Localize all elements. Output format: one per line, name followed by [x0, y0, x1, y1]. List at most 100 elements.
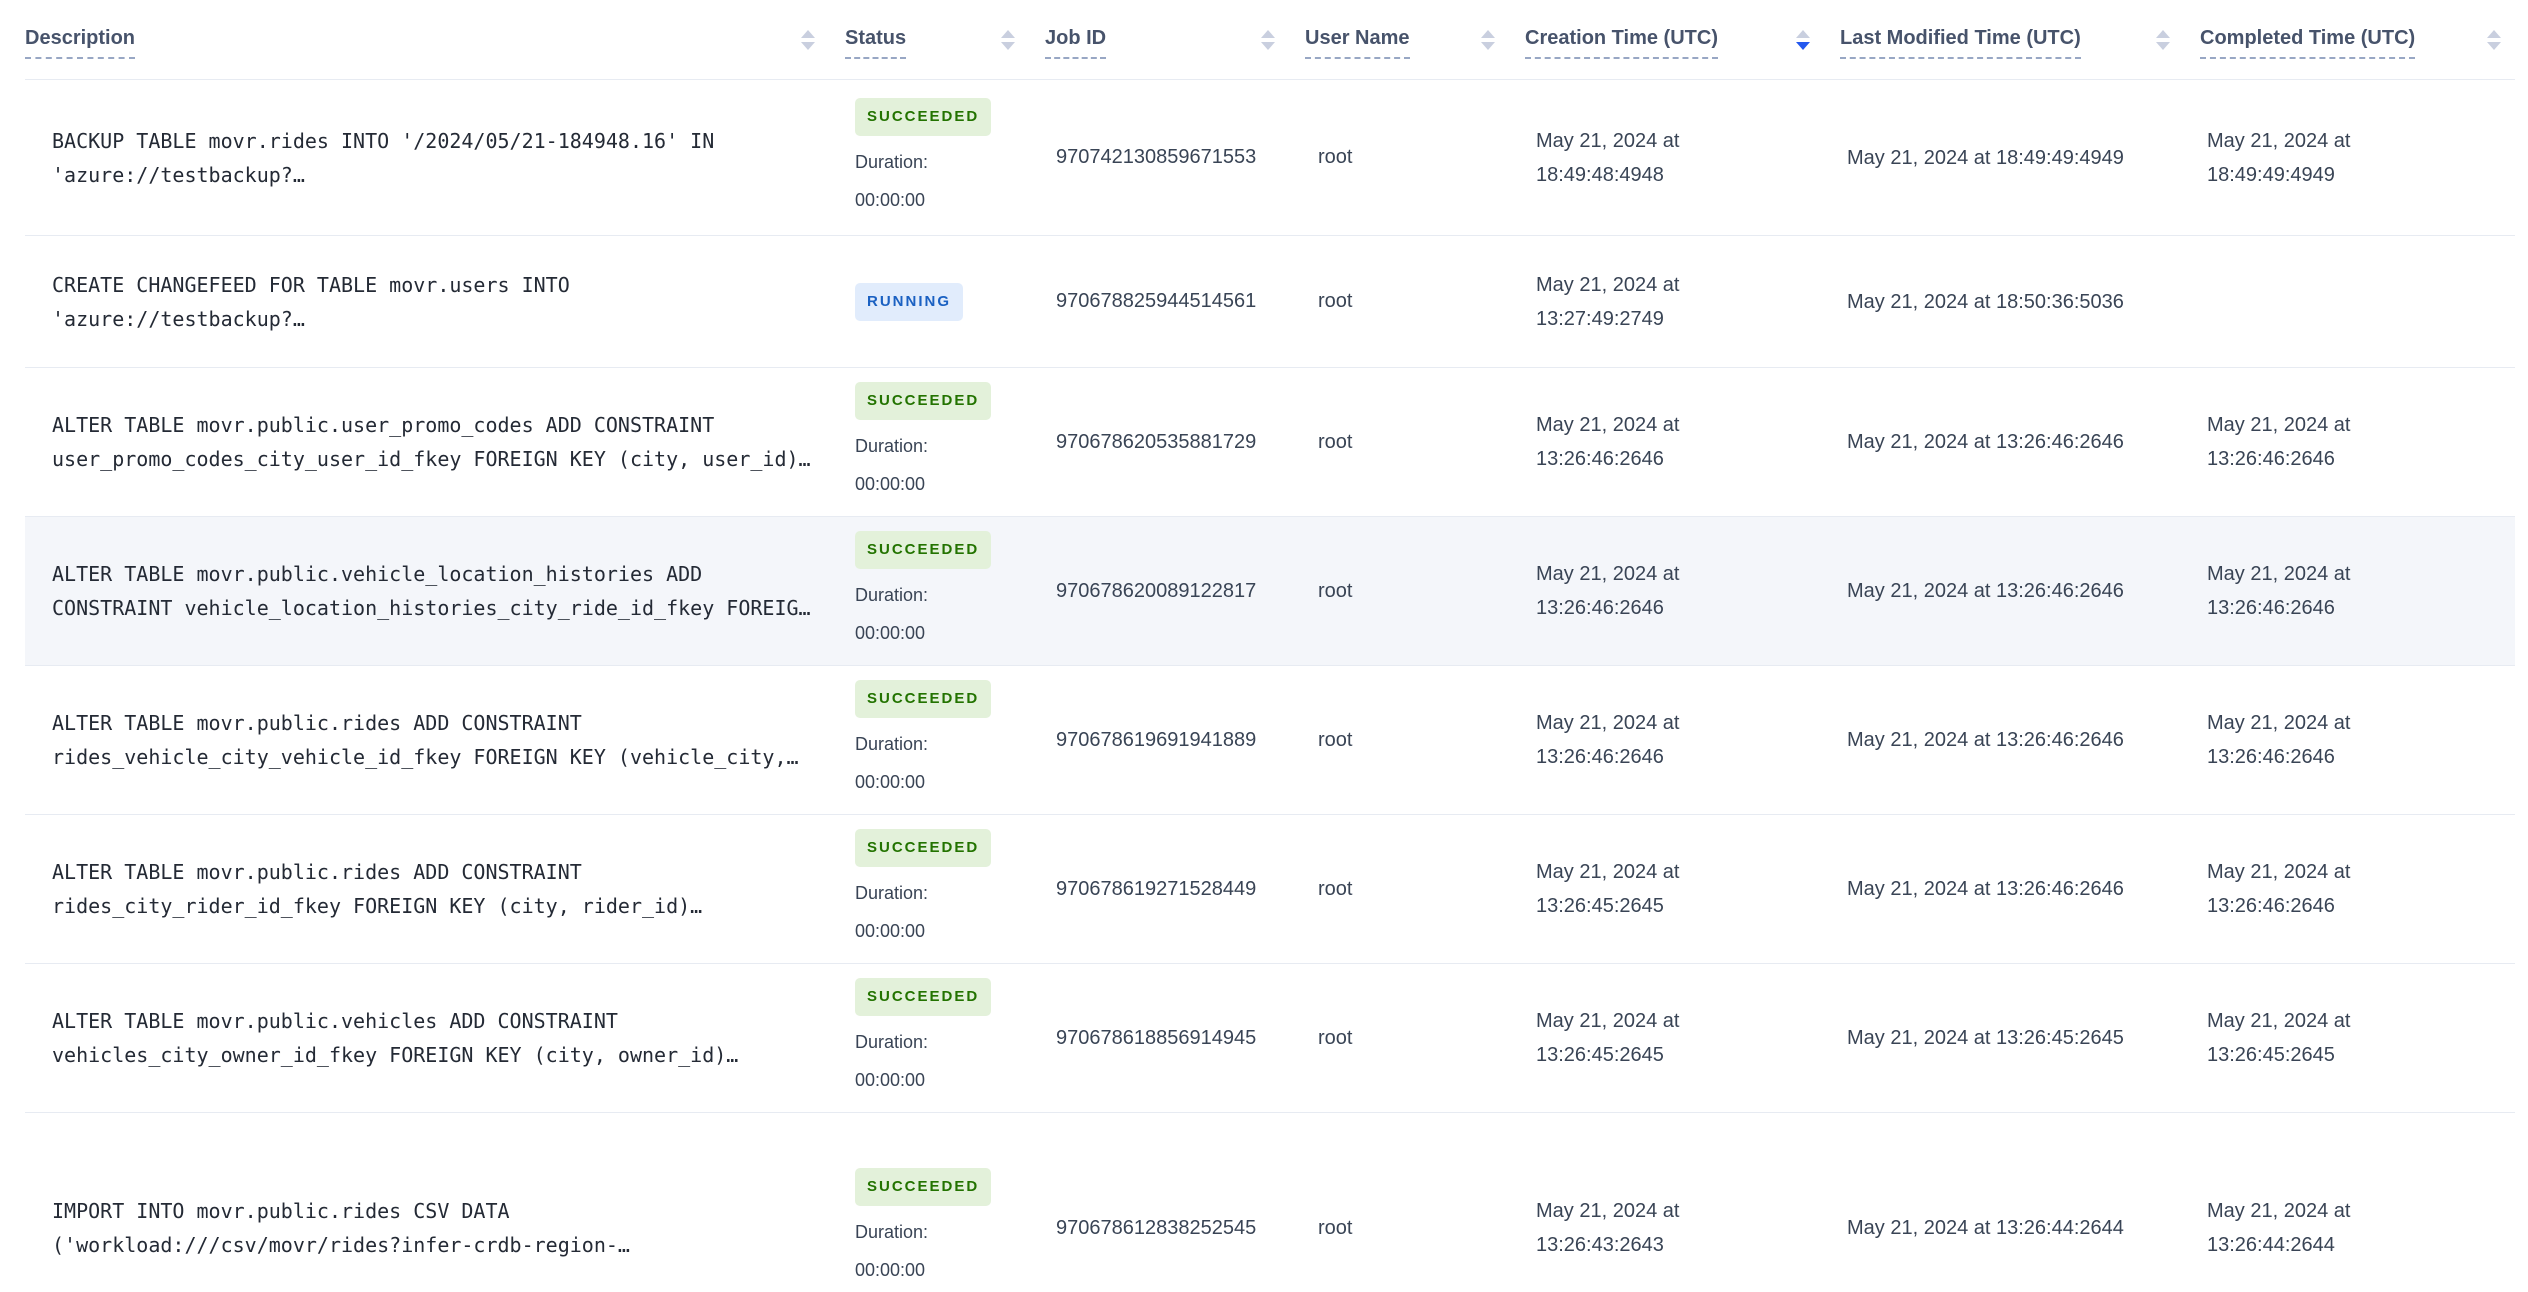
duration-value: 00:00:00	[855, 623, 926, 643]
job-id: 970678612838252545	[1056, 1216, 1257, 1239]
column-header-last-modified-time[interactable]: Last Modified Time (UTC)	[1840, 0, 2200, 79]
job-description-link[interactable]: ALTER TABLE movr.public.vehicle_location…	[52, 562, 811, 620]
completed-time	[2200, 288, 2515, 316]
completed-time: May 21, 2024 at 13:26:44:2644	[2207, 1200, 2351, 1256]
sort-desc-icon	[1481, 41, 1495, 50]
duration-label: Duration:	[855, 1222, 929, 1242]
sort-asc-icon	[2487, 29, 2501, 38]
sort-desc-icon	[1001, 41, 1015, 50]
sort-desc-icon	[801, 41, 815, 50]
status-badge: SUCCEEDED	[855, 382, 992, 420]
column-header-completed-time[interactable]: Completed Time (UTC)	[2200, 0, 2515, 79]
duration-label: Duration:	[855, 883, 929, 903]
completed-time: May 21, 2024 at 13:26:46:2646	[2207, 861, 2351, 917]
completed-time: May 21, 2024 at 18:49:49:4949	[2207, 129, 2351, 186]
sort-icons	[1001, 29, 1015, 50]
user-name: root	[1318, 1216, 1353, 1239]
job-id: 970678620089122817	[1056, 579, 1257, 602]
creation-time: May 21, 2024 at 13:27:49:2749	[1536, 273, 1680, 330]
last-modified-time: May 21, 2024 at 13:26:46:2646	[1847, 878, 2124, 900]
user-name: root	[1318, 579, 1353, 602]
column-label-description: Description	[25, 26, 136, 59]
sort-asc-icon	[1796, 29, 1810, 38]
sort-asc-icon	[2156, 29, 2170, 38]
column-header-description[interactable]: Description	[25, 0, 845, 79]
status-badge: SUCCEEDED	[855, 978, 992, 1016]
job-status-cell: SUCCEEDED Duration: 00:00:00	[845, 517, 1045, 665]
sort-asc-icon	[801, 29, 815, 38]
column-header-creation-time[interactable]: Creation Time (UTC)	[1525, 0, 1840, 79]
table-row: ALTER TABLE movr.public.rides ADD CONSTR…	[25, 666, 2515, 815]
jobs-table-header: Description Status Job ID User Name Crea…	[25, 0, 2515, 80]
status-badge: RUNNING	[855, 282, 963, 321]
job-description-link[interactable]: ALTER TABLE movr.public.user_promo_codes…	[52, 413, 811, 471]
table-row: CREATE CHANGEFEED FOR TABLE movr.users I…	[25, 236, 2515, 368]
table-row: ALTER TABLE movr.public.vehicles ADD CON…	[25, 964, 2515, 1113]
creation-time: May 21, 2024 at 13:26:43:2643	[1536, 1200, 1680, 1256]
sort-desc-icon	[2156, 41, 2170, 50]
job-status-cell: SUCCEEDED Duration: 00:00:00	[845, 964, 1045, 1112]
job-description-link[interactable]: IMPORT INTO movr.public.rides CSV DATA (…	[52, 1199, 630, 1257]
job-id: 970678619691941889	[1056, 728, 1257, 751]
user-name: root	[1318, 728, 1353, 751]
status-badge: SUCCEEDED	[855, 829, 992, 867]
table-row: IMPORT INTO movr.public.rides CSV DATA (…	[25, 1113, 2515, 1292]
creation-time: May 21, 2024 at 13:26:45:2645	[1536, 1010, 1680, 1066]
job-description-link[interactable]: CREATE CHANGEFEED FOR TABLE movr.users I…	[52, 272, 570, 331]
column-label-completed-time: Completed Time (UTC)	[2200, 26, 2416, 59]
creation-time: May 21, 2024 at 18:49:48:4948	[1536, 129, 1680, 186]
status-badge: SUCCEEDED	[855, 97, 992, 136]
job-description-link[interactable]: ALTER TABLE movr.public.vehicles ADD CON…	[52, 1009, 739, 1067]
job-id: 970678618856914945	[1056, 1026, 1257, 1049]
duration-label: Duration:	[855, 151, 929, 172]
duration-value: 00:00:00	[855, 1070, 926, 1090]
completed-time: May 21, 2024 at 13:26:46:2646	[2207, 414, 2351, 470]
creation-time: May 21, 2024 at 13:26:45:2645	[1536, 861, 1680, 917]
sort-icons	[801, 29, 815, 50]
jobs-table: Description Status Job ID User Name Crea…	[25, 0, 2515, 1292]
duration-label: Duration:	[855, 436, 929, 456]
duration-value: 00:00:00	[855, 921, 926, 941]
sort-icons	[1796, 29, 1810, 50]
duration-value: 00:00:00	[855, 1260, 926, 1280]
user-name: root	[1318, 146, 1353, 168]
sort-icons	[2487, 29, 2501, 50]
duration-label: Duration:	[855, 734, 929, 754]
column-label-status: Status	[845, 26, 907, 59]
user-name: root	[1318, 430, 1353, 453]
sort-desc-icon	[1261, 41, 1275, 50]
completed-time: May 21, 2024 at 13:26:46:2646	[2207, 563, 2351, 619]
table-row: ALTER TABLE movr.public.rides ADD CONSTR…	[25, 815, 2515, 964]
job-description-link[interactable]: ALTER TABLE movr.public.rides ADD CONSTR…	[52, 860, 703, 918]
last-modified-time: May 21, 2024 at 13:26:46:2646	[1847, 431, 2124, 453]
duration-label: Duration:	[855, 585, 929, 605]
job-description-link[interactable]: ALTER TABLE movr.public.rides ADD CONSTR…	[52, 711, 799, 769]
creation-time: May 21, 2024 at 13:26:46:2646	[1536, 712, 1680, 768]
job-status-cell: RUNNING	[845, 269, 1045, 335]
column-label-creation-time: Creation Time (UTC)	[1525, 26, 1718, 59]
job-status-cell: SUCCEEDED Duration: 00:00:00	[845, 666, 1045, 814]
sort-asc-icon	[1001, 29, 1015, 38]
status-badge: SUCCEEDED	[855, 680, 992, 718]
column-header-job-id[interactable]: Job ID	[1045, 0, 1305, 79]
duration-value: 00:00:00	[855, 474, 926, 494]
column-label-user-name: User Name	[1305, 26, 1410, 59]
user-name: root	[1318, 877, 1353, 900]
table-row: BACKUP TABLE movr.rides INTO '/2024/05/2…	[25, 80, 2515, 236]
table-row: ALTER TABLE movr.public.user_promo_codes…	[25, 368, 2515, 517]
sort-desc-icon	[2487, 41, 2501, 50]
job-id: 970742130859671553	[1056, 146, 1257, 168]
sort-icons	[2156, 29, 2170, 50]
jobs-table-body: BACKUP TABLE movr.rides INTO '/2024/05/2…	[25, 80, 2515, 1292]
duration-label: Duration:	[855, 1032, 929, 1052]
last-modified-time: May 21, 2024 at 18:49:49:4949	[1847, 146, 2124, 169]
job-description-link[interactable]: BACKUP TABLE movr.rides INTO '/2024/05/2…	[52, 128, 715, 187]
column-header-user-name[interactable]: User Name	[1305, 0, 1525, 79]
creation-time: May 21, 2024 at 13:26:46:2646	[1536, 414, 1680, 470]
column-header-status[interactable]: Status	[845, 0, 1045, 79]
job-id: 970678825944514561	[1056, 290, 1257, 312]
job-status-cell: SUCCEEDED Duration: 00:00:00	[845, 815, 1045, 963]
last-modified-time: May 21, 2024 at 13:26:46:2646	[1847, 729, 2124, 751]
last-modified-time: May 21, 2024 at 13:26:46:2646	[1847, 580, 2124, 602]
column-label-last-modified-time: Last Modified Time (UTC)	[1840, 26, 2081, 59]
